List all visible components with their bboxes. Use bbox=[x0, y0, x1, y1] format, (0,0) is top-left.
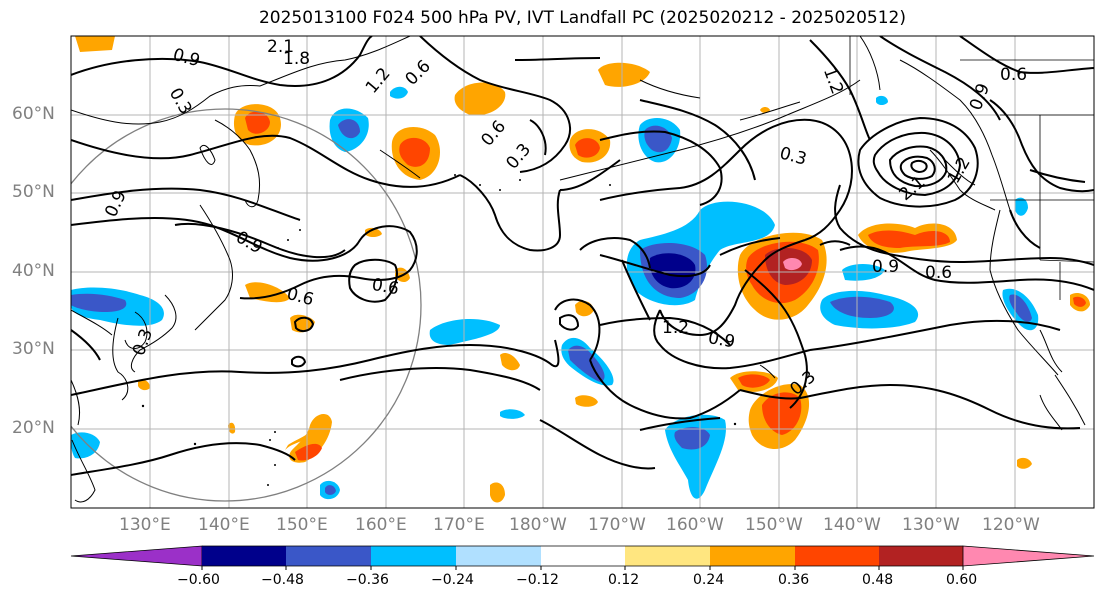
islands bbox=[141, 174, 737, 486]
lon-label: 130°W bbox=[902, 515, 960, 535]
lon-label: 150°W bbox=[745, 515, 803, 535]
contour-label: 2.1 bbox=[267, 37, 294, 57]
chart-title: 2025013100 F024 500 hPa PV, IVT Landfall… bbox=[258, 8, 906, 28]
lat-label-20n: 20°N bbox=[12, 418, 55, 438]
contour-label: 1.8 bbox=[283, 49, 310, 69]
colorbar-tick-label: −0.60 bbox=[177, 572, 220, 588]
colorbar-swatch bbox=[879, 546, 963, 566]
colorbar-swatch bbox=[541, 546, 625, 566]
lon-label: 170°E bbox=[433, 515, 485, 535]
colorbar-tick-label: 0.36 bbox=[778, 572, 810, 588]
colorbar-tick-label: 0.48 bbox=[862, 572, 894, 588]
colorbar-extend-max bbox=[962, 545, 1095, 567]
lat-label-40n: 40°N bbox=[12, 261, 55, 281]
contour-label: 1.2 bbox=[662, 318, 689, 338]
lon-label: 130°E bbox=[119, 515, 171, 535]
lon-label: 140°W bbox=[823, 515, 881, 535]
colorbar-swatch bbox=[625, 546, 710, 566]
colorbar-tick-label: 0.60 bbox=[946, 572, 978, 588]
lon-label: 160°E bbox=[355, 515, 407, 535]
contour-label: 0.6 bbox=[370, 275, 400, 299]
contour-label: 0.6 bbox=[925, 263, 952, 283]
lon-label: 160°W bbox=[666, 515, 724, 535]
map-frame bbox=[70, 35, 1095, 509]
colorbar-swatch bbox=[371, 546, 456, 566]
lat-label-30n: 30°N bbox=[12, 339, 55, 359]
pv-contours bbox=[71, 36, 1094, 476]
pv-shading bbox=[71, 36, 1090, 503]
colorbar-tick-label: −0.36 bbox=[346, 572, 389, 588]
graticule bbox=[71, 36, 1094, 508]
colorbar-swatch bbox=[286, 546, 371, 566]
colorbar-swatch bbox=[710, 546, 795, 566]
colorbar-tick-label: 0.12 bbox=[608, 572, 640, 588]
lat-label-60n: 60°N bbox=[12, 104, 55, 124]
colorbar-tick-label: −0.24 bbox=[431, 572, 474, 588]
colorbar-tick-label: −0.12 bbox=[516, 572, 559, 588]
lon-label: 180°W bbox=[509, 515, 567, 535]
colorbar-swatch bbox=[202, 546, 286, 566]
lon-label: 120°W bbox=[982, 515, 1040, 535]
contour-label: 0.6 bbox=[1000, 65, 1027, 85]
radius-circle bbox=[71, 108, 422, 502]
lon-label: 170°W bbox=[588, 515, 646, 535]
contour-label: 0.9 bbox=[706, 328, 736, 352]
contour-label: 0.9 bbox=[872, 257, 899, 277]
colorbar-extend-min bbox=[70, 545, 203, 567]
lat-label-50n: 50°N bbox=[12, 182, 55, 202]
borders bbox=[849, 36, 1094, 300]
colorbar-swatch bbox=[456, 546, 541, 566]
lon-label: 140°E bbox=[198, 515, 250, 535]
colorbar-tick-label: −0.48 bbox=[261, 572, 304, 588]
colorbar-tick-label: 0.24 bbox=[693, 572, 725, 588]
colorbar-swatch bbox=[795, 546, 879, 566]
lon-label: 150°E bbox=[276, 515, 328, 535]
colorbar bbox=[70, 545, 1095, 570]
